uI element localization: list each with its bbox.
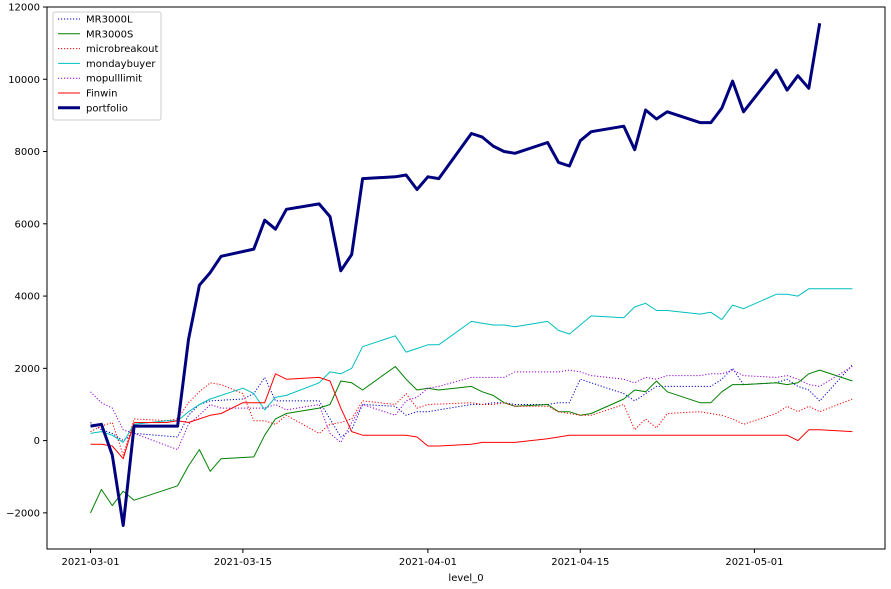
x-tick-label: 2021-03-01: [61, 557, 119, 568]
series-line-portfolio: [90, 23, 822, 527]
y-tick-label: −2000: [6, 508, 40, 519]
y-tick-label: 12000: [8, 3, 40, 14]
legend-label-mondaybuyer: mondaybuyer: [86, 59, 156, 70]
y-axis: −2000 0 2000 4000 6000 8000 10000 12000: [6, 3, 47, 519]
series-line-mopulllimit: [90, 366, 853, 451]
y-tick-label: 2000: [15, 364, 40, 375]
y-tick-label: 8000: [15, 147, 40, 158]
series-line-Finwin: [90, 373, 853, 460]
legend-label-MR3000S: MR3000S: [86, 29, 133, 40]
y-tick-label: 0: [34, 436, 40, 447]
legend-label-MR3000L: MR3000L: [86, 15, 133, 26]
x-axis: 2021-03-01 2021-03-15 2021-04-01 2021-04-15…: [61, 549, 783, 568]
x-axis-label: level_0: [448, 573, 483, 584]
x-tick-label: 2021-04-15: [551, 557, 609, 568]
legend-label-portfolio: portfolio: [86, 103, 128, 114]
y-tick-label: 10000: [8, 75, 40, 86]
x-tick-label: 2021-03-15: [214, 557, 272, 568]
series-line-MR3000S: [90, 366, 853, 514]
legend-label-microbreakout: microbreakout: [86, 44, 158, 55]
x-tick-label: 2021-05-01: [725, 557, 783, 568]
series-line-MR3000L: [90, 364, 853, 442]
plot-area-frame: [46, 6, 886, 550]
series-layer: [90, 23, 853, 527]
y-tick-label: 4000: [15, 292, 40, 303]
legend: MR3000L MR3000S microbreakout mondaybuyer mo…: [52, 11, 162, 121]
series-line-mondaybuyer: [90, 288, 853, 443]
legend-label-Finwin: Finwin: [86, 89, 117, 100]
y-tick-label: 6000: [15, 219, 40, 230]
x-tick-label: 2021-04-01: [399, 557, 457, 568]
legend-label-mopulllimit: mopulllimit: [86, 74, 142, 85]
